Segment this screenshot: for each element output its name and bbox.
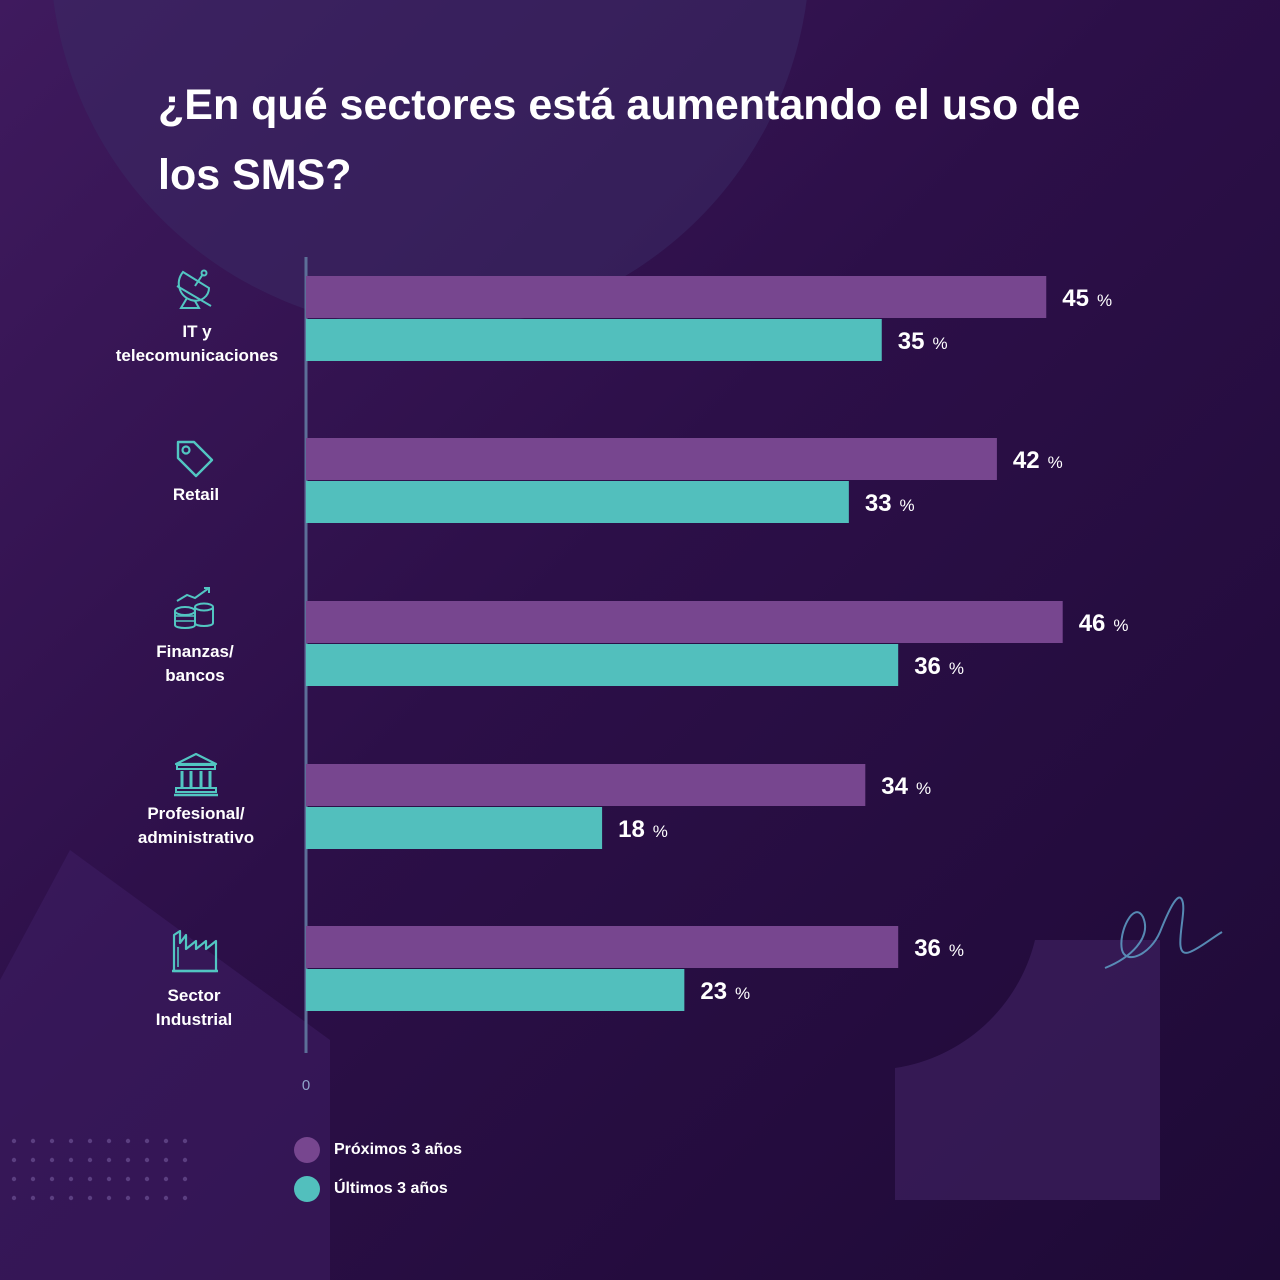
factory-icon — [172, 929, 218, 973]
satellite-dish-icon — [176, 269, 212, 309]
data-label-ultimos-0: 35% — [898, 328, 948, 355]
data-label-ultimos-1: 33% — [865, 490, 915, 517]
coins-growth-icon — [174, 587, 214, 629]
x-axis-zero-label: 0 — [302, 1077, 310, 1094]
bar-ultimos-1 — [306, 481, 849, 523]
data-label-proximos-0: 45% — [1062, 285, 1112, 312]
category-label-line: Finanzas/ — [156, 642, 234, 661]
category-label: Retail — [96, 483, 296, 507]
bar-ultimos-0 — [306, 319, 882, 361]
chart-title: ¿En qué sectores está aumentando el uso … — [158, 81, 1081, 199]
bar-ultimos-2 — [306, 644, 899, 686]
legend-swatch — [294, 1137, 320, 1163]
category-label-line: Retail — [172, 485, 220, 504]
category-label-line: administrativo — [137, 828, 255, 847]
data-label-ultimos-3: 18% — [618, 816, 668, 843]
legend-item: Próximos 3 años — [294, 1136, 462, 1164]
bar-proximos-0 — [306, 276, 1047, 318]
price-tag-icon — [176, 440, 214, 478]
category-label-line: telecomunicaciones — [115, 346, 279, 365]
category-label-line: Industrial — [155, 1010, 233, 1029]
category-label: Finanzas/bancos — [95, 640, 295, 688]
data-label-proximos-3: 34% — [881, 773, 931, 800]
category-label-line: Profesional/ — [147, 804, 245, 823]
legend-swatch — [294, 1176, 320, 1202]
bar-proximos-3 — [306, 764, 866, 806]
category-label-line: Sector — [167, 986, 221, 1005]
data-label-proximos-1: 42% — [1013, 447, 1063, 474]
category-label: Sector Industrial — [94, 984, 294, 1032]
bar-ultimos-4 — [306, 969, 685, 1011]
bar-ultimos-3 — [306, 807, 603, 849]
data-label-proximos-2: 46% — [1079, 610, 1129, 637]
institution-building-icon — [174, 752, 218, 797]
data-label-proximos-4: 36% — [914, 935, 964, 962]
bar-proximos-2 — [306, 601, 1063, 643]
bar-proximos-4 — [306, 926, 899, 968]
category-label: Profesional/administrativo — [96, 802, 296, 850]
data-label-ultimos-4: 23% — [700, 978, 750, 1005]
category-label-line: bancos — [165, 666, 225, 685]
legend: Próximos 3 años Últimos 3 años — [294, 1136, 462, 1214]
legend-label: Próximos 3 años — [334, 1141, 463, 1158]
legend-item: Últimos 3 años — [294, 1175, 462, 1203]
bar-proximos-1 — [306, 438, 997, 480]
legend-label: Últimos 3 años — [334, 1180, 448, 1197]
category-label: IT y telecomunicaciones — [97, 320, 297, 368]
data-label-ultimos-2: 36% — [914, 653, 964, 680]
category-label-line: IT y — [182, 322, 212, 341]
